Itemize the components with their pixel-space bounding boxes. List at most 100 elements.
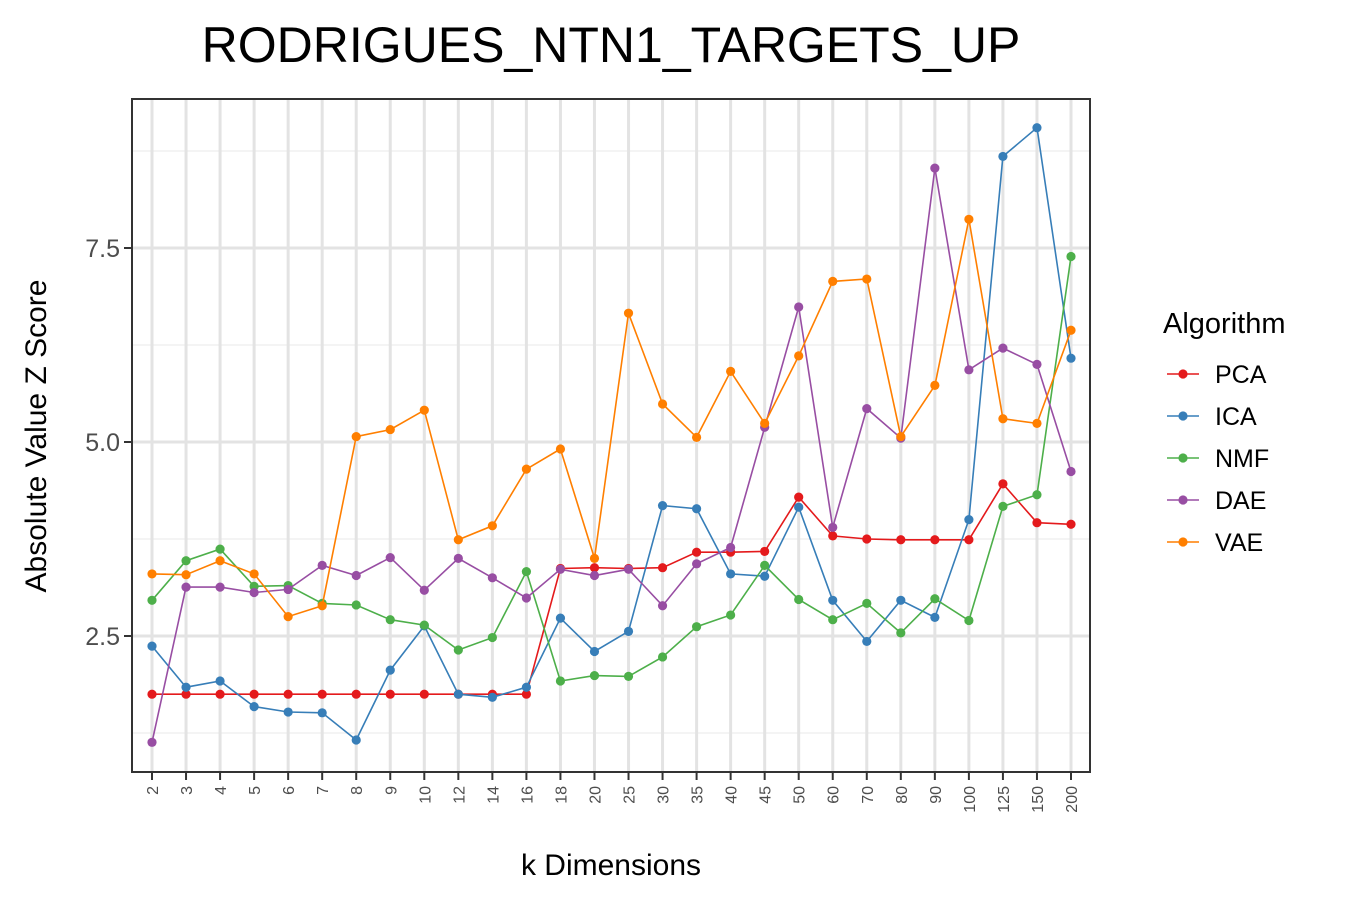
data-point-vae <box>760 418 770 428</box>
data-point-pca <box>862 534 872 544</box>
data-point-pca <box>147 689 157 699</box>
data-point-nmf <box>521 566 532 577</box>
x-tick-label: 5 <box>247 786 264 795</box>
data-point-nmf <box>555 676 566 686</box>
data-point-dae <box>794 302 804 312</box>
data-point-ica <box>964 515 974 525</box>
x-tick-label: 9 <box>383 786 400 795</box>
data-point-dae <box>419 585 429 595</box>
data-point-vae <box>691 432 702 442</box>
x-axis-title: k Dimensions <box>521 849 701 882</box>
data-point-ica <box>555 613 566 623</box>
data-point-vae <box>589 553 600 564</box>
chart-title: RODRIGUES_NTN1_TARGETS_UP <box>202 17 1021 73</box>
data-point-nmf <box>998 501 1008 512</box>
series-ica <box>147 123 1076 745</box>
x-tick-label: 3 <box>179 786 196 795</box>
data-point-vae <box>181 570 191 580</box>
x-tick-label: 35 <box>690 786 707 804</box>
data-point-pca <box>964 535 974 545</box>
data-point-ica <box>351 735 361 745</box>
data-point-dae <box>487 573 497 583</box>
data-point-vae <box>623 308 634 318</box>
y-tick-label: 5.0 <box>85 429 120 457</box>
y-tick-label: 2.5 <box>85 623 120 651</box>
series-line-nmf <box>151 256 1072 682</box>
data-point-dae <box>862 404 872 414</box>
data-point-nmf <box>385 615 395 625</box>
data-point-pca <box>896 535 906 545</box>
x-tick-label: 16 <box>519 786 536 804</box>
data-point-ica <box>1032 123 1042 133</box>
legend-marker-pca <box>1178 369 1188 379</box>
data-point-vae <box>453 535 463 545</box>
x-tick-label: 60 <box>826 786 843 804</box>
data-point-ica <box>181 682 191 692</box>
x-tick-label: 4 <box>213 786 230 795</box>
data-point-vae <box>998 414 1008 424</box>
data-point-ica <box>385 665 395 675</box>
data-point-ica <box>691 504 702 514</box>
data-point-dae <box>828 522 838 532</box>
data-point-nmf <box>930 594 940 604</box>
data-point-nmf <box>351 600 361 610</box>
data-point-vae <box>930 380 940 390</box>
legend-item-dae: DAE <box>1167 487 1266 515</box>
data-point-vae <box>351 431 361 442</box>
data-point-pca <box>589 563 600 573</box>
data-point-dae <box>453 553 463 564</box>
data-point-vae <box>555 444 566 454</box>
data-point-dae <box>1032 359 1042 369</box>
y-axis-title: Absolute Value Z Score <box>20 280 53 593</box>
data-point-dae <box>385 553 395 563</box>
legend-label-ica: ICA <box>1215 403 1257 431</box>
series-line-pca <box>152 482 1072 696</box>
data-point-ica <box>760 571 770 581</box>
data-point-dae <box>181 582 191 592</box>
data-point-vae <box>828 276 838 286</box>
data-point-vae <box>249 569 259 579</box>
data-point-dae <box>555 564 566 574</box>
data-point-pca <box>1032 518 1042 528</box>
data-point-dae <box>623 564 634 574</box>
data-point-ica <box>147 641 157 651</box>
data-point-ica <box>283 707 293 717</box>
data-point-ica <box>521 682 532 692</box>
legend-marker-dae <box>1178 495 1188 505</box>
data-point-nmf <box>760 560 770 570</box>
data-point-vae <box>317 601 327 611</box>
data-point-ica <box>1066 353 1076 363</box>
x-tick-label: 8 <box>349 786 366 795</box>
data-point-ica <box>896 595 906 605</box>
data-point-nmf <box>691 622 702 632</box>
data-point-vae <box>964 214 974 224</box>
plot-panel-border <box>131 98 1091 773</box>
data-point-vae <box>1066 325 1076 335</box>
data-point-dae <box>317 560 327 570</box>
data-point-nmf <box>862 598 872 609</box>
data-point-pca <box>351 689 361 699</box>
x-tick-label: 6 <box>281 786 298 795</box>
legend-item-nmf: NMF <box>1167 445 1269 473</box>
x-tick-label: 7 <box>315 786 332 795</box>
legend-marker-ica <box>1178 411 1188 421</box>
data-point-vae <box>487 521 497 531</box>
series-line-vae <box>151 219 1072 618</box>
data-point-pca <box>181 689 191 699</box>
data-point-vae <box>385 424 395 435</box>
data-point-vae <box>794 351 804 361</box>
data-point-pca <box>930 535 940 545</box>
series-layer <box>147 123 1076 747</box>
x-tick-label: 200 <box>1064 786 1081 813</box>
data-point-nmf <box>487 632 497 643</box>
data-point-vae <box>726 366 736 376</box>
data-point-ica <box>453 689 463 699</box>
data-point-pca <box>385 689 395 699</box>
data-point-vae <box>283 612 293 622</box>
data-point-ica <box>726 569 736 579</box>
data-point-ica <box>794 502 804 512</box>
data-point-ica <box>930 612 940 622</box>
data-point-vae <box>147 569 157 579</box>
data-point-nmf <box>896 628 906 638</box>
